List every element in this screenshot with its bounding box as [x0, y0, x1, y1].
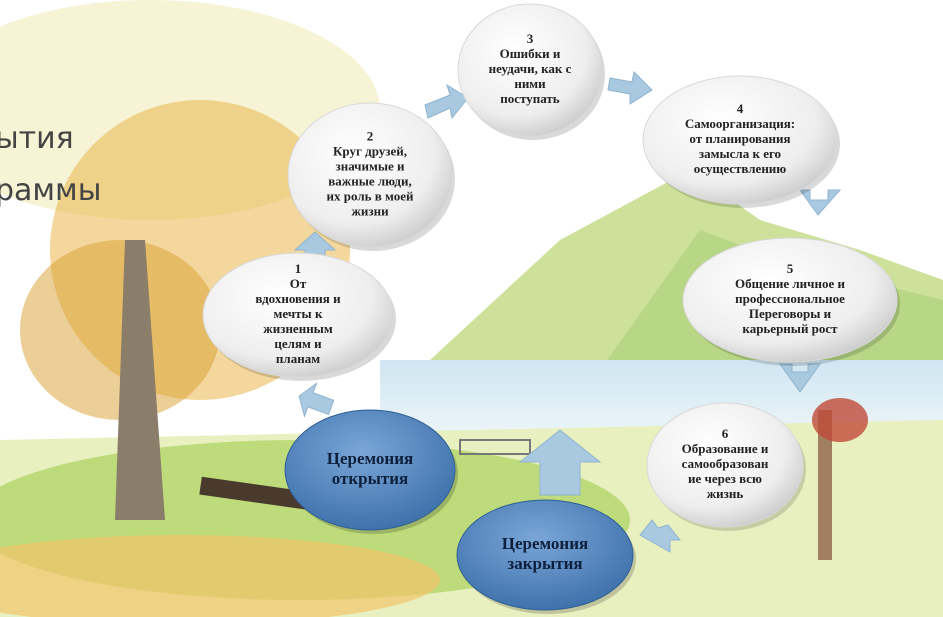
step-number: 6 — [722, 426, 729, 441]
step-label: поступать — [500, 91, 560, 106]
step-label: осуществлению — [694, 161, 787, 176]
title-fragment: раммы — [0, 173, 101, 208]
step-number: 5 — [787, 261, 794, 276]
step-label: От — [290, 276, 307, 291]
slide: ытия раммы 1Отвдохновения имечты кжизнен… — [0, 0, 943, 617]
step-label: жизни — [351, 203, 389, 218]
step-label: профессиональное — [735, 291, 845, 306]
arrow — [608, 72, 652, 104]
step-number: 3 — [527, 31, 534, 46]
step-label: самообразован — [682, 456, 769, 471]
step-label: от планирования — [689, 131, 790, 146]
step-label: вдохновения и — [255, 291, 341, 306]
ceremony-label: закрытия — [507, 554, 582, 573]
step-label: планам — [276, 351, 320, 366]
step-label: неудачи, как с — [489, 61, 572, 76]
step-label: ними — [514, 76, 546, 91]
step-number: 4 — [737, 101, 744, 116]
step-label: Переговоры и — [749, 306, 832, 321]
step-label: жизнь — [707, 486, 744, 501]
step-label: их роль в моей — [327, 188, 414, 203]
step-label: ие через всю — [688, 471, 762, 486]
step-label: Образование и — [682, 441, 769, 456]
step-label: жизненным — [263, 321, 333, 336]
step-number: 2 — [367, 128, 374, 143]
ceremony-label: Церемония — [502, 534, 588, 553]
title-fragment: ытия — [0, 121, 74, 156]
step-label: Общение личное и — [735, 276, 845, 291]
arrow — [800, 190, 840, 215]
step-label: значимые и — [335, 158, 405, 173]
ceremony-label: открытия — [332, 469, 409, 488]
step-label: замысла к его — [699, 146, 781, 161]
step-number: 1 — [295, 261, 302, 276]
step-label: целям и — [274, 336, 322, 351]
step-label: мечты к — [274, 306, 323, 321]
step-label: Ошибки и — [500, 46, 561, 61]
step-label: Самоорганизация: — [685, 116, 795, 131]
step-label: карьерный рост — [742, 321, 838, 336]
step-label: Круг друзей, — [333, 143, 407, 158]
ceremony-label: Церемония — [327, 449, 413, 468]
step-label: важные люди, — [328, 173, 411, 188]
